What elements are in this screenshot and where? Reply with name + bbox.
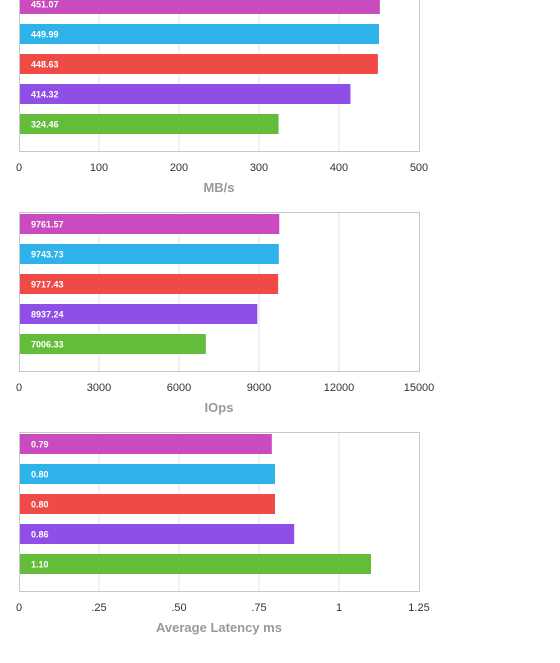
bar [20, 554, 371, 574]
bar-value-label: 451.07 [31, 0, 59, 10]
bar [20, 114, 279, 134]
x-tick-label: 12000 [324, 382, 355, 394]
bar [20, 274, 279, 294]
bar [20, 524, 295, 544]
x-tick-label: .50 [171, 602, 186, 614]
plot-frame [19, 212, 420, 372]
bar-value-label: 0.80 [31, 470, 49, 480]
bar-value-label: 448.63 [31, 60, 59, 70]
x-axis-label: IOps [205, 400, 234, 415]
bar [20, 334, 206, 354]
bar-value-label: 7006.33 [31, 340, 64, 350]
bar [20, 244, 279, 264]
x-axis-label: Average Latency ms [156, 620, 282, 635]
bar [20, 84, 351, 104]
x-tick-label: 0 [16, 382, 22, 394]
x-tick-label: 1 [336, 602, 342, 614]
x-tick-label: 100 [90, 162, 108, 174]
chart-3: 0.79 0.80 0.80 0.86 1.10 0 .25 .50 .75 1 1.25 Avera… [16, 432, 430, 635]
bar-value-label: 1.10 [31, 560, 49, 570]
bar [20, 494, 275, 514]
x-tick-label: 0 [16, 162, 22, 174]
plot-frame [19, 0, 420, 152]
plot-frame [19, 432, 420, 592]
bar [20, 54, 378, 74]
bar [20, 0, 380, 14]
x-tick-label: 15000 [404, 382, 435, 394]
bar [20, 304, 258, 324]
x-tick-label: 0 [16, 602, 22, 614]
bar [20, 464, 275, 484]
x-tick-label: .25 [91, 602, 106, 614]
x-tick-label: 6000 [167, 382, 191, 394]
x-tick-label: 1.25 [408, 602, 429, 614]
x-tick-label: .75 [251, 602, 266, 614]
bar-value-label: 0.79 [31, 440, 49, 450]
x-tick-label: 200 [170, 162, 188, 174]
bar-value-label: 0.80 [31, 500, 49, 510]
x-tick-label: 3000 [87, 382, 111, 394]
x-tick-label: 300 [250, 162, 268, 174]
bar [20, 214, 280, 234]
bar-value-label: 0.86 [31, 530, 49, 540]
bar-value-label: 9743.73 [31, 250, 64, 260]
chart-2: 9761.57 9743.73 9717.43 8937.24 7006.33 0 3000… [16, 212, 434, 415]
bar-value-label: 324.46 [31, 120, 59, 130]
x-tick-label: 9000 [247, 382, 271, 394]
bar-value-label: 9717.43 [31, 280, 64, 290]
bar [20, 24, 379, 44]
bar-value-label: 449.99 [31, 30, 59, 40]
bar [20, 434, 272, 454]
bar-value-label: 414.32 [31, 90, 59, 100]
chart-1: 451.07 449.99 448.63 414.32 324.46 0 100 200 300… [16, 0, 428, 195]
x-tick-label: 500 [410, 162, 428, 174]
bar-value-label: 8937.24 [31, 310, 64, 320]
bar-value-label: 9761.57 [31, 220, 64, 230]
x-tick-label: 400 [330, 162, 348, 174]
x-axis-label: MB/s [203, 180, 234, 195]
